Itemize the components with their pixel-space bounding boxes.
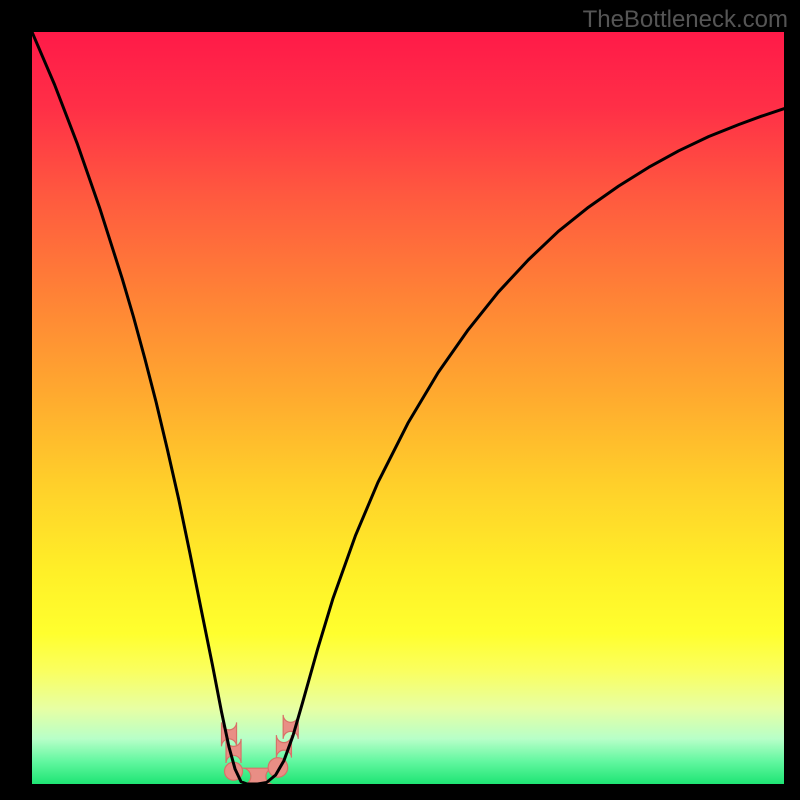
watermark-text: TheBottleneck.com <box>583 6 788 34</box>
plot-area <box>32 32 784 784</box>
bottleneck-curve <box>32 32 784 784</box>
curve-layer <box>32 32 784 784</box>
